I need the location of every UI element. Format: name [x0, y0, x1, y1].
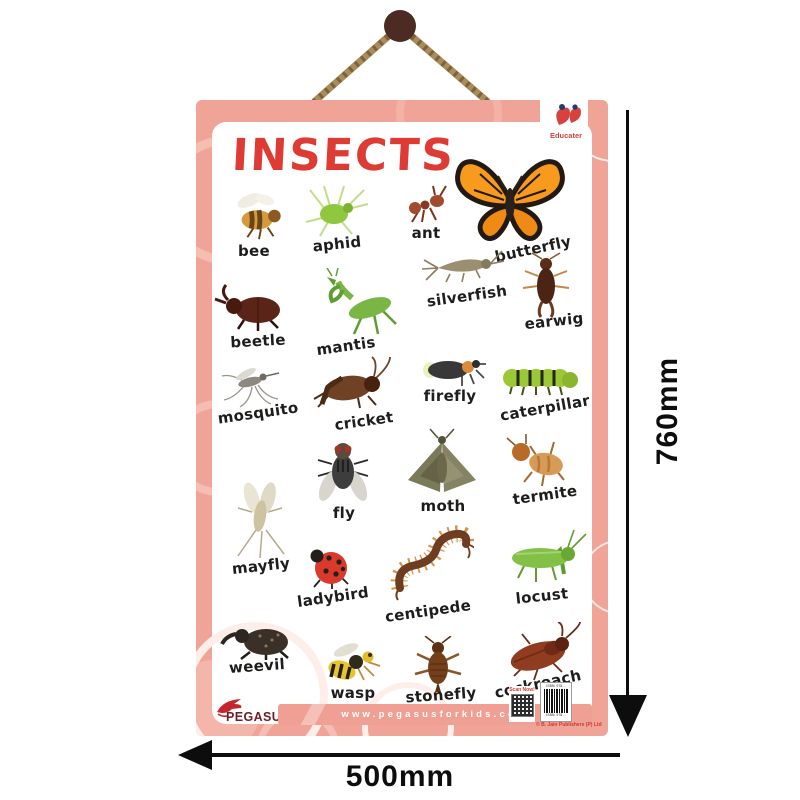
fly-image: [317, 443, 369, 501]
insect-item-aphid: [298, 178, 370, 245]
insect-label-beetle: beetle: [229, 330, 287, 352]
barcode-label: ISBN: 978…: [546, 684, 566, 688]
barcode-number: ISBN: 978…: [546, 713, 566, 717]
cricket-image: [313, 356, 391, 409]
insect-label-bee: bee: [238, 242, 270, 260]
wasp-image: [328, 643, 381, 681]
insect-item-mayfly: [226, 468, 292, 563]
barcode: ISBN: 978… ISBN: 978…: [540, 682, 572, 722]
insect-item-moth: [402, 428, 482, 509]
insect-item-butterfly: [452, 148, 568, 257]
locust-image: [512, 529, 587, 582]
ladybird-image: [310, 549, 349, 589]
beetle-image: [214, 284, 280, 331]
insect-item-wasp: [322, 636, 386, 697]
website-url: www.pegasusforkids.com: [341, 709, 529, 720]
width-dimension-arrowhead: [178, 740, 212, 770]
insect-item-silverfish: [420, 240, 505, 297]
barcode-bars: [544, 689, 568, 713]
insects-poster: INSECTS bee: [196, 100, 608, 736]
height-dimension-line: [626, 110, 629, 696]
copyright-text: © B. Jain Publishers (P) Ltd: [536, 722, 602, 728]
height-dimension-label: 760mm: [651, 356, 684, 466]
insect-item-firefly: [418, 350, 486, 395]
hanging-rope: [311, 23, 491, 105]
insect-item-weevil: [220, 618, 304, 665]
height-dimension-arrowhead: [609, 695, 647, 737]
educater-logo: Educater: [546, 103, 586, 143]
insect-label-wasp: wasp: [330, 684, 376, 702]
aphid-image: [305, 185, 369, 237]
publisher-logo-text: PEGASUS: [226, 710, 290, 724]
bee-image: [237, 193, 281, 240]
insect-label-moth: moth: [420, 497, 466, 515]
weevil-image: [220, 629, 289, 660]
insect-label-firefly: firefly: [423, 387, 477, 405]
insect-label-fly: fly: [332, 504, 356, 522]
insect-item-termite: [504, 432, 578, 495]
poster-title: INSECTS: [230, 130, 457, 181]
mosquito-image: [221, 367, 280, 408]
silverfish-image: [421, 250, 505, 283]
width-dimension-label: 500mm: [345, 760, 455, 793]
insect-item-caterpillar: [498, 352, 580, 403]
firefly-image: [423, 360, 486, 386]
insect-item-locust: [488, 522, 588, 593]
insect-item-stonefly: [412, 635, 464, 699]
caterpillar-image: [503, 369, 578, 396]
cockroach-image: [510, 621, 581, 681]
width-dimension-line: [208, 753, 620, 757]
insect-item-fly: [312, 436, 374, 511]
publisher-logo: PEGASUS: [214, 698, 292, 726]
stonefly-image: [414, 635, 462, 692]
mayfly-image: [237, 482, 285, 559]
insect-item-beetle: [214, 282, 294, 337]
insect-item-mosquito: [220, 360, 284, 413]
insect-item-bee: [224, 188, 292, 249]
wall-knob: [384, 10, 416, 42]
insect-item-mantis: [318, 267, 402, 345]
centipede-image: [390, 525, 479, 601]
butterfly-image: [455, 159, 565, 241]
insect-label-ant: ant: [411, 224, 441, 242]
educater-icon: [556, 104, 581, 125]
educater-label: Educater: [549, 131, 583, 140]
earwig-image: [522, 252, 570, 318]
insect-label-aphid: aphid: [311, 232, 363, 256]
insect-label-weevil: weevil: [228, 655, 286, 677]
qr-block: Scan Now!: [509, 686, 535, 722]
mantis-image: [326, 267, 397, 335]
ant-image: [409, 185, 447, 223]
insect-item-ant: [404, 182, 454, 231]
pegasus-icon: [217, 699, 242, 717]
insect-item-earwig: [518, 252, 574, 323]
insect-item-ladybird: [302, 542, 356, 595]
insect-item-cockroach: [490, 621, 582, 689]
termite-image: [506, 434, 565, 487]
insect-item-centipede: [386, 518, 479, 607]
qr-code: [510, 694, 534, 717]
moth-image: [408, 428, 476, 492]
insect-item-cricket: [296, 356, 392, 417]
poster-card: INSECTS bee: [196, 122, 602, 736]
scan-now-label: Scan Now!: [509, 687, 535, 693]
